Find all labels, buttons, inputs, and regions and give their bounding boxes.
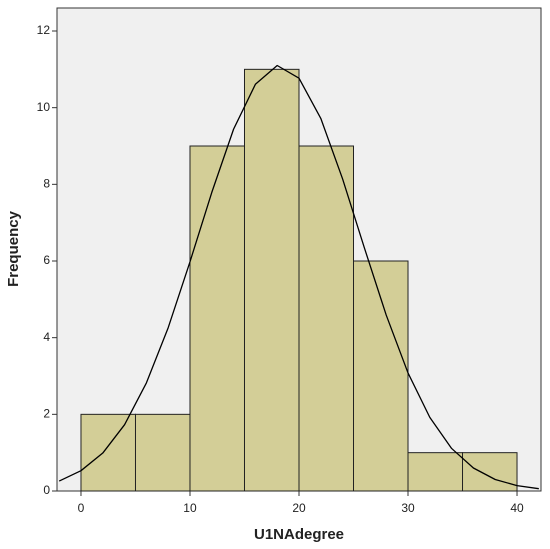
normal-curve [58,64,539,490]
x-tick-label: 30 [401,501,415,515]
bar [80,413,136,492]
x-axis-title: U1NAdegree [254,526,344,543]
bar [243,68,300,492]
y-tick-label: 10 [37,100,51,114]
bar [353,260,409,492]
y-tick-label: 4 [43,330,50,344]
y-axis-title: Frequency [5,210,22,287]
y-tick-label: 8 [43,177,50,191]
y-tick-label: 12 [37,23,51,37]
y-tick-label: 2 [43,407,50,421]
y-tick-label: 0 [43,483,50,497]
x-tick-label: 10 [183,501,197,515]
bar [407,452,464,492]
bar [298,145,355,492]
bar [462,452,518,492]
bar [134,413,191,492]
x-tick-label: 20 [292,501,306,515]
bar [189,145,245,492]
y-tick-label: 6 [43,253,50,267]
x-tick-label: 0 [78,501,85,515]
x-tick-label: 40 [510,501,524,515]
